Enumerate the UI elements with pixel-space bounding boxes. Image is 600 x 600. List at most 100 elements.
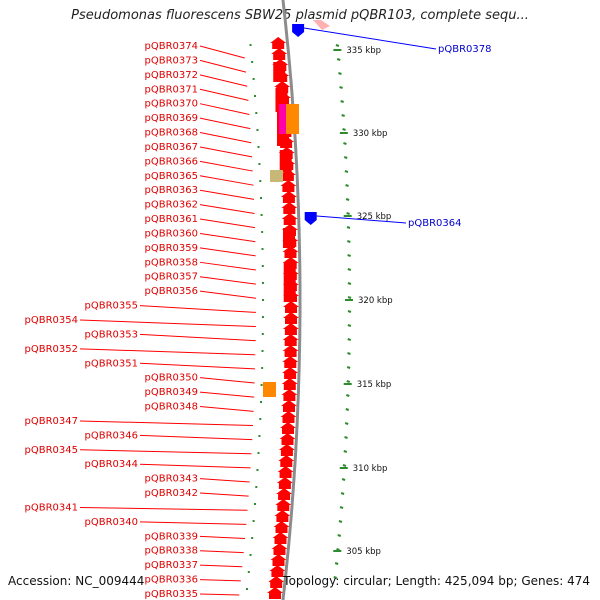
leader-line — [139, 333, 256, 342]
gene-label[interactable]: pQBR0356 — [145, 286, 198, 297]
gene-arrow[interactable] — [280, 422, 296, 434]
gene-label[interactable]: pQBR0345 — [25, 445, 78, 456]
gene-block[interactable] — [283, 262, 296, 302]
gene-label[interactable]: pQBR0352 — [25, 344, 78, 355]
tan-feature[interactable] — [270, 170, 283, 182]
leader-line — [199, 88, 249, 101]
gene-arrow[interactable] — [280, 411, 297, 423]
gene-arrow[interactable] — [282, 367, 299, 379]
leader-line — [199, 204, 255, 214]
gene-arrow[interactable] — [283, 312, 299, 324]
reverse-gene-arrow[interactable] — [304, 212, 317, 225]
gene-arrow[interactable] — [281, 378, 298, 390]
outer-tick — [335, 44, 340, 47]
gene-label[interactable]: pQBR0349 — [145, 387, 198, 398]
gene-arrow[interactable] — [268, 576, 285, 588]
gene-label[interactable]: pQBR0341 — [25, 502, 78, 513]
gene-block[interactable] — [279, 150, 292, 172]
gene-label[interactable]: pQBR0366 — [145, 156, 198, 167]
reverse-gene-arrow[interactable] — [292, 24, 305, 37]
gene-arrow[interactable] — [274, 510, 291, 522]
gene-label[interactable]: pQBR0348 — [145, 402, 198, 413]
gene-label[interactable]: pQBR0343 — [145, 474, 198, 485]
gene-arrow[interactable] — [271, 543, 288, 555]
gene-label[interactable]: pQBR0354 — [25, 315, 78, 326]
gene-label[interactable]: pQBR0347 — [25, 416, 78, 427]
gene-label[interactable]: pQBR0350 — [145, 373, 198, 384]
gene-label[interactable]: pQBR0340 — [85, 517, 138, 528]
gene-label[interactable]: pQBR0372 — [145, 70, 198, 81]
gene-arrow[interactable] — [282, 246, 299, 258]
gene-label[interactable]: pQBR0338 — [145, 546, 198, 557]
outer-tick — [341, 114, 345, 117]
gene-label[interactable]: pQBR0336 — [145, 575, 198, 586]
outer-tick — [347, 282, 352, 285]
gene-arrow[interactable] — [270, 554, 287, 566]
gene-label[interactable]: pQBR0369 — [145, 113, 198, 124]
gene-arrow[interactable] — [270, 37, 287, 49]
gene-arrow[interactable] — [275, 499, 292, 511]
gene-label[interactable]: pQBR0357 — [145, 272, 198, 283]
gene-arrow[interactable] — [282, 345, 299, 357]
gene-label[interactable]: pQBR0355 — [85, 301, 138, 312]
leader-line — [199, 218, 256, 229]
gene-label[interactable]: pQBR0360 — [145, 228, 198, 239]
gene-label[interactable]: pQBR0362 — [145, 200, 198, 211]
gene-label[interactable]: pQBR0364 — [408, 218, 461, 229]
gene-label[interactable]: pQBR0351 — [85, 358, 138, 369]
gene-label[interactable]: pQBR0365 — [145, 171, 198, 182]
gene-label[interactable]: pQBR0378 — [438, 44, 491, 55]
gene-arrow[interactable] — [277, 466, 294, 478]
gene-label[interactable]: pQBR0344 — [85, 459, 138, 470]
gene-arrow[interactable] — [281, 202, 298, 214]
orange-feature[interactable] — [263, 382, 276, 397]
leader-line — [79, 348, 256, 356]
gene-label[interactable]: pQBR0358 — [145, 257, 198, 268]
gene-label[interactable]: pQBR0374 — [145, 41, 198, 52]
gene-arrow[interactable] — [283, 301, 299, 313]
gene-arrow[interactable] — [280, 191, 297, 203]
orange-feature[interactable] — [286, 104, 299, 134]
gene-arrow[interactable] — [271, 48, 288, 60]
gene-arrow[interactable] — [281, 389, 298, 401]
gene-label[interactable]: pQBR0335 — [145, 589, 198, 600]
gene-label[interactable]: pQBR0339 — [145, 531, 198, 542]
gene-arrow[interactable] — [272, 532, 289, 544]
leader-line — [199, 189, 255, 200]
gene-label[interactable]: pQBR0337 — [145, 560, 198, 571]
gene-label[interactable]: pQBR0370 — [145, 99, 198, 110]
gene-label[interactable]: pQBR0373 — [145, 55, 198, 66]
outer-tick — [345, 198, 350, 201]
gene-arrow[interactable] — [269, 565, 286, 577]
gene-arrow[interactable] — [267, 587, 283, 599]
gene-arrow[interactable] — [276, 488, 293, 500]
gene-label[interactable]: pQBR0367 — [145, 142, 198, 153]
gene-label[interactable]: pQBR0346 — [85, 430, 138, 441]
gene-arrow[interactable] — [276, 477, 293, 489]
gene-arrow[interactable] — [281, 400, 297, 412]
gene-label[interactable]: pQBR0368 — [145, 128, 198, 139]
gene-arrow[interactable] — [278, 455, 295, 467]
gene-label[interactable]: pQBR0342 — [145, 488, 198, 499]
outer-tick — [333, 576, 338, 579]
outer-tick — [338, 72, 342, 75]
gene-arrow[interactable] — [282, 323, 299, 335]
gene-block[interactable] — [273, 62, 286, 82]
gene-label[interactable]: pQBR0363 — [145, 185, 198, 196]
leader-line — [316, 215, 407, 224]
gene-arrow[interactable] — [281, 213, 298, 225]
gene-arrow[interactable] — [282, 356, 299, 368]
gene-block[interactable] — [283, 228, 296, 248]
gene-arrow[interactable] — [278, 444, 295, 456]
gene-label[interactable]: pQBR0371 — [145, 84, 198, 95]
gene-arrow[interactable] — [282, 334, 299, 346]
gene-label[interactable]: pQBR0361 — [145, 214, 198, 225]
gene-arrow[interactable] — [279, 433, 296, 445]
gene-arrow[interactable] — [280, 180, 297, 192]
leader-line — [199, 175, 254, 186]
gene-label[interactable]: pQBR0359 — [145, 243, 198, 254]
gene-label[interactable]: pQBR0353 — [85, 329, 138, 340]
outer-tick — [334, 562, 339, 565]
leader-line — [199, 406, 254, 412]
gene-arrow[interactable] — [273, 521, 290, 533]
